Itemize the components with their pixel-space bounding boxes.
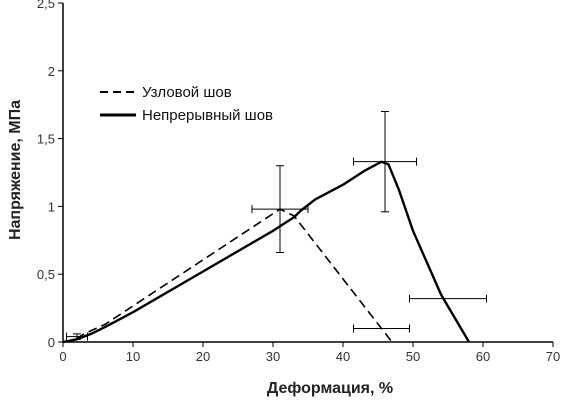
x-tick-label: 70 bbox=[546, 349, 560, 364]
series-line-solid bbox=[62, 160, 471, 344]
y-axis-title: Напряжение, МПа bbox=[7, 100, 24, 240]
y-tick-label: 2,5 bbox=[37, 0, 55, 11]
x-tick-label: 40 bbox=[336, 349, 350, 364]
series-lines bbox=[62, 160, 471, 344]
y-tick-label: 1,5 bbox=[37, 132, 55, 147]
error-bars bbox=[66, 110, 487, 341]
y-tick-label: 0 bbox=[48, 335, 55, 350]
legend-label-uzlovoy: Узловой шов bbox=[142, 84, 232, 101]
x-tick-label: 50 bbox=[406, 349, 420, 364]
axes bbox=[62, 3, 553, 343]
y-tick-label: 0,5 bbox=[37, 267, 55, 282]
x-tick-label: 20 bbox=[196, 349, 210, 364]
error-bar bbox=[409, 294, 487, 303]
x-tick-label: 10 bbox=[126, 349, 140, 364]
x-ticks: 0 10 20 30 40 50 60 70 bbox=[59, 342, 560, 364]
y-tick-label: 2 bbox=[48, 64, 55, 79]
x-tick-label: 30 bbox=[266, 349, 280, 364]
x-axis-title: Деформация, % bbox=[267, 380, 393, 397]
legend: Узловой шов Непрерывный шов bbox=[100, 84, 273, 124]
error-bar bbox=[353, 110, 417, 213]
x-tick-label: 0 bbox=[59, 349, 66, 364]
y-ticks: 0 0,5 1 1,5 2 2,5 bbox=[37, 0, 63, 350]
x-tick-label: 60 bbox=[476, 349, 490, 364]
legend-label-nepreryvny: Непрерывный шов bbox=[142, 107, 273, 124]
y-tick-label: 1 bbox=[48, 199, 55, 214]
